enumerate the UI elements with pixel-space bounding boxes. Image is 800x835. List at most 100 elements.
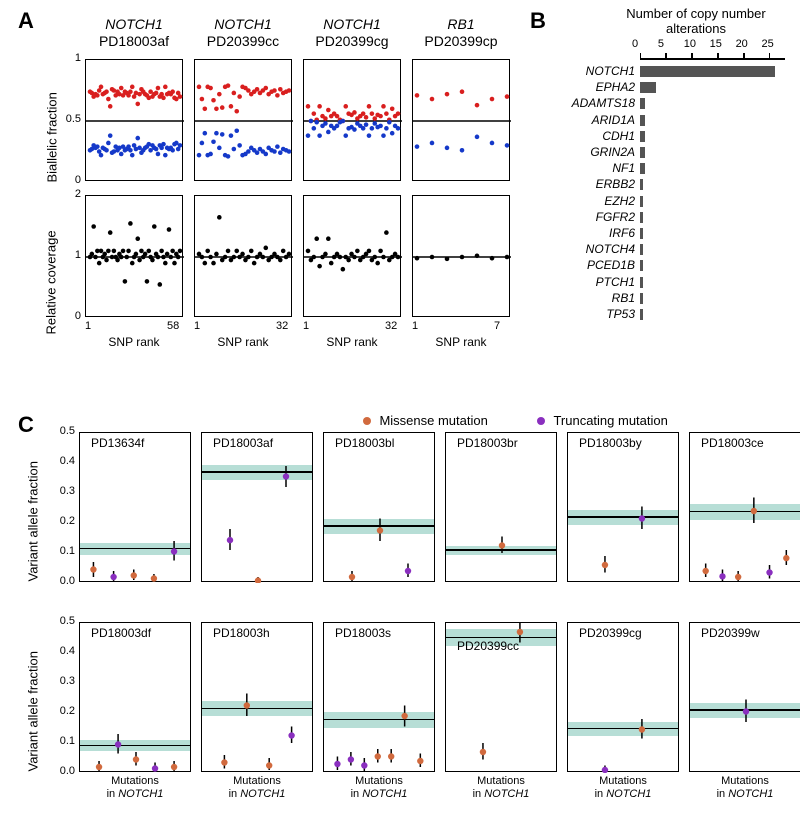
sample-title: PD20399cc xyxy=(194,33,292,49)
gene-bar xyxy=(640,179,643,190)
gene-bar xyxy=(640,147,645,158)
tick-label: 32 xyxy=(276,320,288,332)
tick-label: 0 xyxy=(51,310,81,322)
sample-id: PD18003ce xyxy=(701,436,764,450)
truncating-dot-icon xyxy=(537,417,545,425)
mut-xlabel: Mutations xyxy=(705,775,785,787)
legend-truncating: Truncating mutation xyxy=(537,412,668,430)
tick-label: 0.5 xyxy=(51,113,81,125)
panelB-axis xyxy=(640,58,785,60)
gene-bar xyxy=(640,293,643,304)
tick-label: 0.1 xyxy=(47,735,75,747)
mut-xlabel: in NOTCH1 xyxy=(217,788,297,800)
panelC-ylabel: Variant allele fraction xyxy=(26,432,41,582)
mut-xlabel: Mutations xyxy=(583,775,663,787)
panelC-chart xyxy=(79,432,191,582)
gene-bar-label: EPHA2 xyxy=(550,80,635,94)
mut-xlabel: in NOTCH1 xyxy=(339,788,419,800)
gene-title: RB1 xyxy=(412,16,510,32)
tick-label: 0.2 xyxy=(47,705,75,717)
panelA-top-chart xyxy=(303,59,401,181)
tick-label: 10 xyxy=(684,38,696,50)
truncating-label: Truncating mutation xyxy=(553,413,667,428)
tick xyxy=(691,53,693,58)
tick-label: 0 xyxy=(632,38,638,50)
tick-label: 0 xyxy=(51,174,81,186)
tick-label: 0.1 xyxy=(47,545,75,557)
tick-label: 1 xyxy=(194,320,200,332)
panelC-chart xyxy=(445,432,557,582)
mut-xlabel: in NOTCH1 xyxy=(461,788,541,800)
tick-label: 1 xyxy=(303,320,309,332)
panelC-chart xyxy=(201,432,313,582)
panelC-ylabel: Variant allele fraction xyxy=(26,622,41,772)
tick xyxy=(665,53,667,58)
snprank-label: SNP rank xyxy=(412,335,510,349)
gene-title: NOTCH1 xyxy=(85,16,183,32)
tick-label: 2 xyxy=(51,188,81,200)
tick xyxy=(717,53,719,58)
sample-id: PD18003bl xyxy=(335,436,394,450)
gene-bar-label: TP53 xyxy=(550,307,635,321)
tick-label: 0.4 xyxy=(47,645,75,657)
panelB-title1: Number of copy number alterations xyxy=(606,6,786,36)
gene-bar xyxy=(640,131,645,142)
gene-title: NOTCH1 xyxy=(303,16,401,32)
panelA-bot-chart xyxy=(303,195,401,317)
gene-bar-label: NF1 xyxy=(550,161,635,175)
gene-bar xyxy=(640,244,643,255)
gene-bar xyxy=(640,163,645,174)
gene-bar-label: IRF6 xyxy=(550,226,635,240)
missense-label: Missense mutation xyxy=(379,413,487,428)
mut-xlabel: in NOTCH1 xyxy=(583,788,663,800)
snprank-label: SNP rank xyxy=(303,335,401,349)
sample-title: PD20399cp xyxy=(412,33,510,49)
mut-xlabel: in NOTCH1 xyxy=(705,788,785,800)
panelA-top-chart xyxy=(85,59,183,181)
mut-xlabel: Mutations xyxy=(461,775,541,787)
gene-bar xyxy=(640,228,643,239)
gene-bar-label: ERBB2 xyxy=(550,177,635,191)
gene-title: NOTCH1 xyxy=(194,16,292,32)
legend-missense: Missense mutation xyxy=(363,412,488,430)
mut-xlabel: Mutations xyxy=(95,775,175,787)
gene-bar-label: PCED1B xyxy=(550,258,635,272)
mut-xlabel: Mutations xyxy=(217,775,297,787)
panelC-chart xyxy=(689,622,800,772)
panelC-chart xyxy=(567,432,679,582)
mut-xlabel: Mutations xyxy=(339,775,419,787)
tick-label: 0.3 xyxy=(47,675,75,687)
panelC-chart xyxy=(323,432,435,582)
panelA-bot-chart xyxy=(194,195,292,317)
sample-id: PD20399cc xyxy=(457,639,519,653)
gene-bar xyxy=(640,260,643,271)
panel-a-label: A xyxy=(18,8,34,34)
gene-bar xyxy=(640,66,775,77)
panelC-chart xyxy=(689,432,800,582)
tick-label: 15 xyxy=(710,38,722,50)
panelA-top-chart xyxy=(412,59,510,181)
gene-bar-label: PTCH1 xyxy=(550,275,635,289)
sample-id: PD20399w xyxy=(701,626,760,640)
panelC-chart xyxy=(323,622,435,772)
gene-bar xyxy=(640,212,643,223)
sample-id: PD18003df xyxy=(91,626,151,640)
gene-bar-label: GRIN2A xyxy=(550,145,635,159)
gene-bar-label: FGFR2 xyxy=(550,210,635,224)
panel-b-label: B xyxy=(530,8,546,34)
gene-bar-label: EZH2 xyxy=(550,194,635,208)
gene-bar-label: ARID1A xyxy=(550,113,635,127)
tick xyxy=(769,53,771,58)
panelC-chart xyxy=(567,622,679,772)
sample-title: PD18003af xyxy=(85,33,183,49)
gene-bar xyxy=(640,115,645,126)
gene-bar xyxy=(640,82,656,93)
gene-bar xyxy=(640,277,643,288)
tick xyxy=(640,53,642,58)
tick-label: 1 xyxy=(412,320,418,332)
gene-bar xyxy=(640,309,643,320)
gene-bar-label: RB1 xyxy=(550,291,635,305)
tick-label: 1 xyxy=(85,320,91,332)
snprank-label: SNP rank xyxy=(194,335,292,349)
panelA-bot-chart xyxy=(412,195,510,317)
